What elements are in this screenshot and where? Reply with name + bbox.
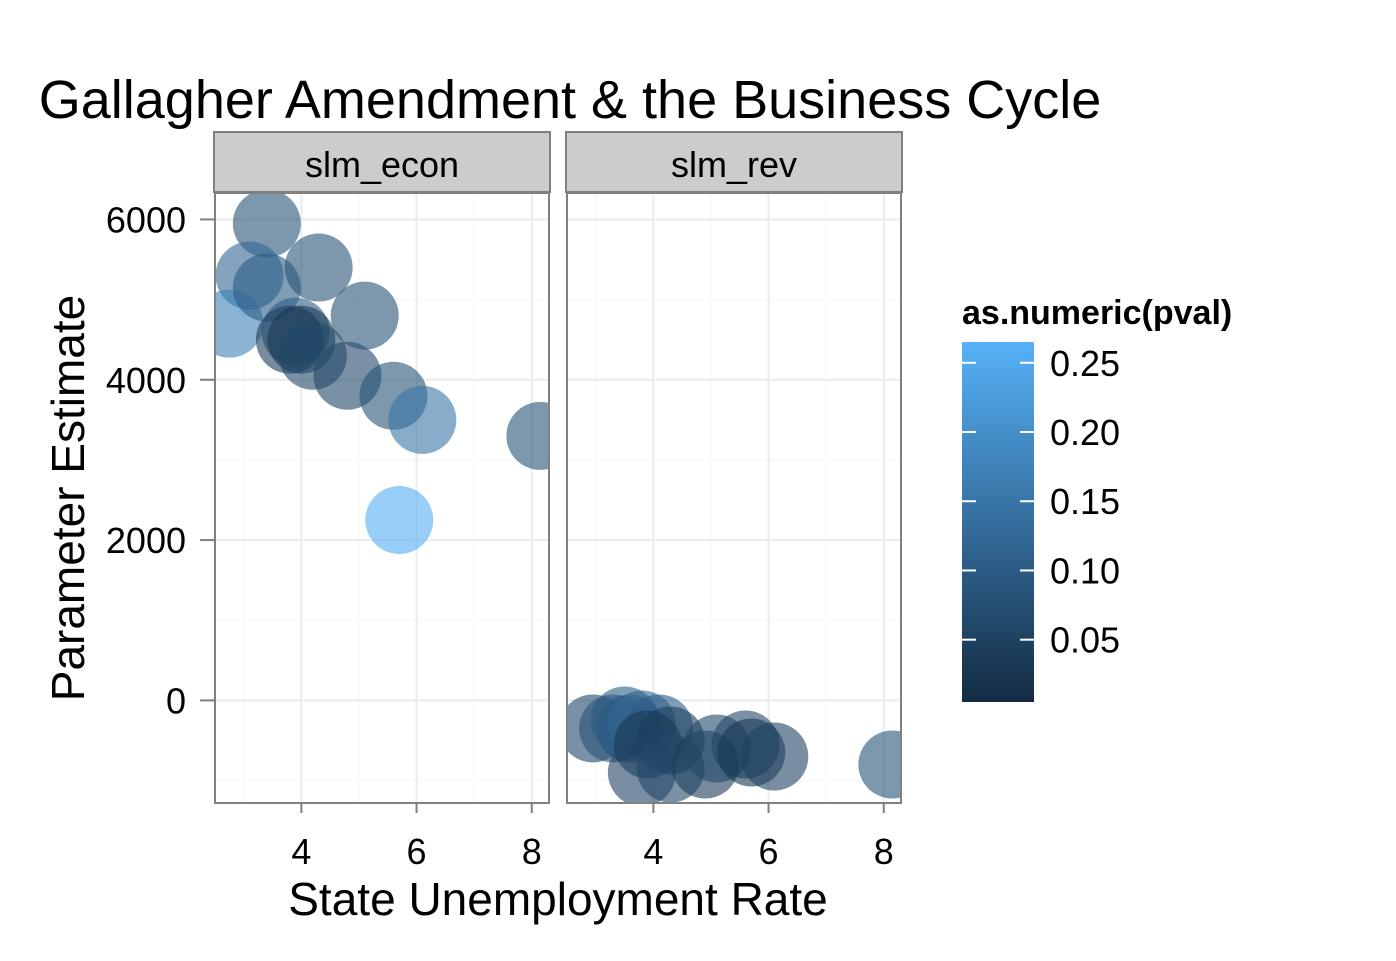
legend-ticks: 0.05 0.10 0.15 0.20 0.25 bbox=[962, 343, 1120, 661]
data-point bbox=[330, 281, 399, 350]
x-tick-label: 6 bbox=[759, 831, 779, 872]
panel-strip-label-slm-econ: slm_econ bbox=[305, 144, 459, 185]
legend: as.numeric(pval) 0.05 0.10 0.15 0.20 0.25 bbox=[962, 294, 1232, 702]
legend-tick-label: 0.10 bbox=[1050, 550, 1120, 591]
data-point bbox=[365, 486, 434, 555]
y-tick-label: 0 bbox=[166, 680, 186, 721]
x-axis: 4 6 8 4 6 8 bbox=[291, 803, 894, 872]
x-tick-label: 4 bbox=[643, 831, 663, 872]
panel-slm-rev bbox=[566, 192, 902, 804]
y-axis-title: Parameter Estimate bbox=[42, 295, 94, 701]
legend-tick-label: 0.20 bbox=[1050, 412, 1120, 453]
legend-tick-label: 0.25 bbox=[1050, 343, 1120, 384]
x-tick-label: 8 bbox=[874, 831, 894, 872]
chart-title: Gallagher Amendment & the Business Cycle bbox=[39, 70, 1102, 130]
x-tick-label: 8 bbox=[522, 831, 542, 872]
y-tick-label: 4000 bbox=[106, 360, 186, 401]
panel-strip-label-slm-rev: slm_rev bbox=[671, 144, 797, 185]
data-point bbox=[506, 401, 549, 470]
x-tick-label: 4 bbox=[291, 831, 311, 872]
legend-title: as.numeric(pval) bbox=[962, 294, 1232, 332]
data-point bbox=[740, 722, 809, 791]
panel-slm-econ bbox=[214, 192, 550, 804]
data-point bbox=[388, 385, 457, 454]
legend-tick-label: 0.15 bbox=[1050, 481, 1120, 522]
data-point bbox=[284, 233, 353, 302]
panel-strip-slm-econ bbox=[213, 131, 551, 193]
data-point bbox=[232, 193, 301, 258]
panel-border bbox=[214, 192, 550, 804]
legend-colorbar bbox=[962, 342, 1034, 702]
x-tick-label: 6 bbox=[407, 831, 427, 872]
y-tick-label: 6000 bbox=[106, 199, 186, 240]
x-axis-title: State Unemployment Rate bbox=[288, 873, 828, 925]
data-point bbox=[858, 730, 901, 799]
legend-tick-label: 0.05 bbox=[1050, 620, 1120, 661]
panel-border bbox=[566, 192, 902, 804]
y-axis: 0 2000 4000 6000 bbox=[106, 199, 215, 721]
y-tick-label: 2000 bbox=[106, 520, 186, 561]
